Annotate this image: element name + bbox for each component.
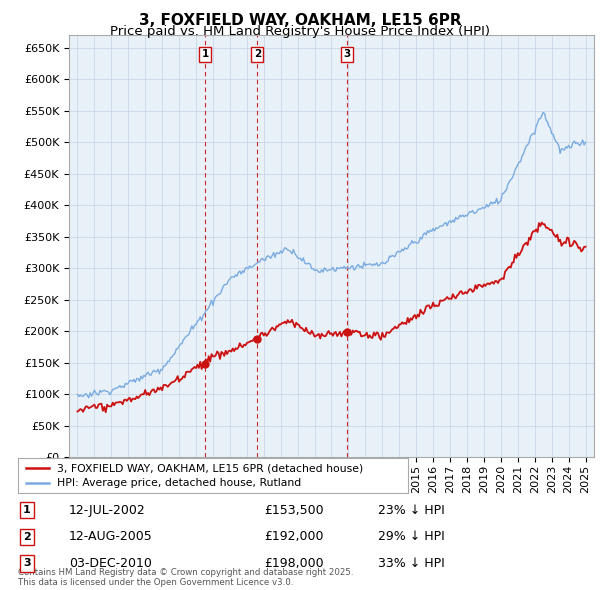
Text: 2: 2	[254, 50, 261, 60]
Text: 2: 2	[23, 532, 31, 542]
Text: HPI: Average price, detached house, Rutland: HPI: Average price, detached house, Rutl…	[57, 478, 301, 488]
Text: 12-JUL-2002: 12-JUL-2002	[69, 504, 146, 517]
Text: 3: 3	[23, 559, 31, 568]
Text: £198,000: £198,000	[264, 557, 323, 570]
Text: 1: 1	[23, 506, 31, 515]
Text: 3: 3	[343, 50, 351, 60]
Text: 12-AUG-2005: 12-AUG-2005	[69, 530, 153, 543]
Text: 1: 1	[202, 50, 209, 60]
Text: £153,500: £153,500	[264, 504, 323, 517]
Text: 03-DEC-2010: 03-DEC-2010	[69, 557, 152, 570]
Text: 33% ↓ HPI: 33% ↓ HPI	[378, 557, 445, 570]
Text: Contains HM Land Registry data © Crown copyright and database right 2025.
This d: Contains HM Land Registry data © Crown c…	[18, 568, 353, 587]
Text: 3, FOXFIELD WAY, OAKHAM, LE15 6PR: 3, FOXFIELD WAY, OAKHAM, LE15 6PR	[139, 13, 461, 28]
Text: Price paid vs. HM Land Registry's House Price Index (HPI): Price paid vs. HM Land Registry's House …	[110, 25, 490, 38]
Text: 29% ↓ HPI: 29% ↓ HPI	[378, 530, 445, 543]
Text: 3, FOXFIELD WAY, OAKHAM, LE15 6PR (detached house): 3, FOXFIELD WAY, OAKHAM, LE15 6PR (detac…	[57, 463, 363, 473]
Text: £192,000: £192,000	[264, 530, 323, 543]
Text: 23% ↓ HPI: 23% ↓ HPI	[378, 504, 445, 517]
